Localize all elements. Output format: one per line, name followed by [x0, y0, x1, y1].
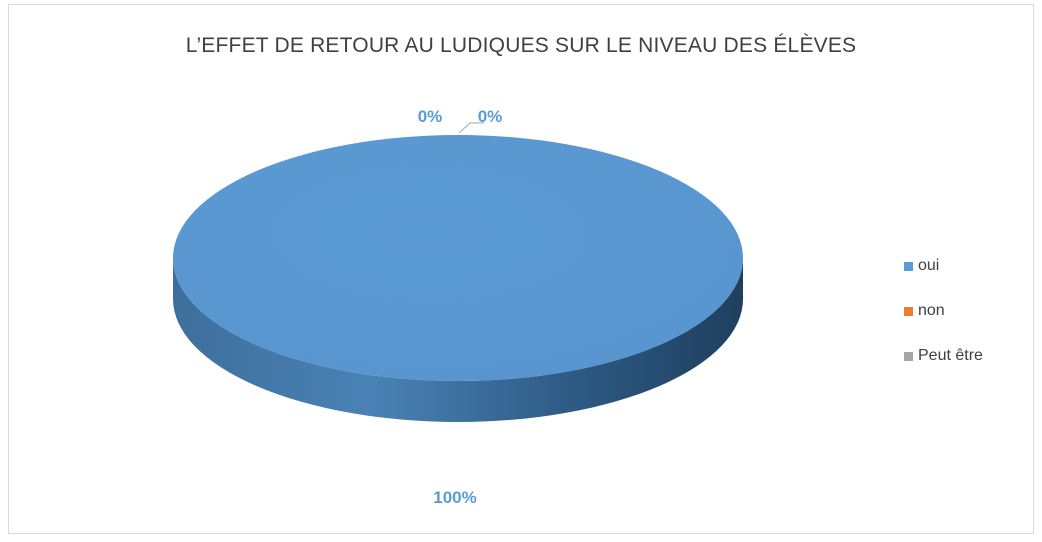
- pie-slice-oui: [173, 135, 743, 381]
- legend-label-non: non: [918, 302, 945, 319]
- legend: oui non Peut être: [904, 254, 983, 389]
- legend-swatch-peut-etre: [904, 351, 913, 361]
- pie-slice-side-oui: [173, 258, 743, 422]
- legend-label-oui: oui: [918, 257, 940, 274]
- legend-item-non: non: [904, 299, 983, 323]
- data-label-oui: 100%: [433, 488, 476, 507]
- leader-line: [458, 122, 484, 134]
- data-label-peut-etre: 0%: [478, 107, 503, 126]
- data-label-non: 0%: [418, 107, 443, 126]
- legend-swatch-oui: [904, 261, 913, 271]
- legend-swatch-non: [904, 306, 913, 316]
- legend-item-oui: oui: [904, 254, 983, 278]
- chart-title: L’EFFET DE RETOUR AU LUDIQUES SUR LE NIV…: [185, 34, 857, 57]
- legend-item-peut-etre: Peut être: [904, 344, 983, 368]
- legend-label-peut-etre: Peut être: [918, 347, 983, 364]
